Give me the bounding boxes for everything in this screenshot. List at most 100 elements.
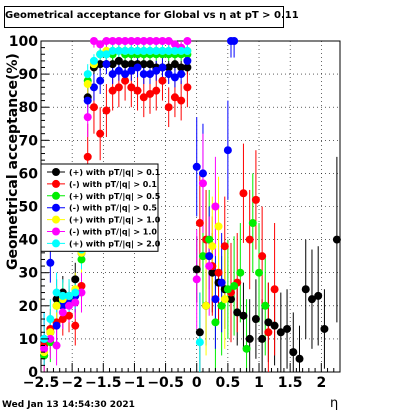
data-point [83, 113, 92, 122]
data-point [195, 328, 204, 337]
data-point [251, 195, 260, 204]
data-point [146, 89, 155, 98]
data-point [217, 301, 226, 310]
data-point [245, 334, 254, 343]
data-point [214, 222, 223, 231]
data-point [127, 46, 136, 55]
data-point [233, 308, 242, 317]
data-point [220, 242, 229, 251]
data-point [158, 46, 167, 55]
data-point [183, 56, 192, 65]
data-point [52, 301, 61, 310]
x-tick-label: 1 [254, 375, 264, 391]
data-point [208, 268, 217, 277]
data-point [211, 295, 220, 304]
data-point [295, 354, 304, 363]
data-point [239, 189, 248, 198]
data-point [121, 76, 130, 85]
data-point [158, 76, 167, 85]
data-point [230, 37, 239, 45]
data-point [71, 288, 80, 297]
data-point [211, 202, 220, 211]
data-point [183, 63, 192, 72]
title-box: Geometrical acceptance for Global vs η a… [4, 6, 299, 28]
data-point [255, 268, 264, 277]
data-point [121, 70, 130, 79]
data-point [264, 328, 273, 337]
data-point [192, 275, 201, 284]
y-tick-label: 60 [19, 166, 39, 182]
data-point [71, 275, 80, 284]
data-point [89, 37, 98, 45]
data-point [205, 235, 214, 244]
data-point [127, 60, 136, 69]
legend-entry: (+) with pT/|q| > 0.1 [69, 168, 161, 177]
legend-marker [52, 168, 60, 176]
data-point [205, 252, 214, 261]
data-point [146, 60, 155, 69]
data-point [258, 334, 267, 343]
data-point [170, 60, 179, 69]
data-point [152, 46, 161, 55]
data-point [205, 262, 214, 271]
data-point [46, 328, 55, 337]
legend-marker [52, 203, 60, 212]
data-point [114, 37, 123, 45]
data-point [77, 281, 86, 290]
data-point [198, 169, 207, 178]
data-point [96, 60, 105, 69]
data-point [183, 37, 192, 45]
data-point [77, 255, 86, 264]
data-point [211, 318, 220, 327]
data-point [46, 334, 55, 343]
data-point [195, 338, 204, 347]
data-point [96, 129, 105, 138]
data-point [133, 37, 142, 45]
data-point [96, 76, 105, 85]
data-point [236, 268, 245, 277]
legend-entry: (-) with pT/|q| > 0.1 [69, 180, 157, 189]
data-point [251, 315, 260, 324]
data-point [65, 301, 74, 310]
y-tick-label: 30 [19, 266, 39, 282]
x-tick-label: −2 [61, 375, 82, 391]
data-point [307, 295, 316, 304]
data-point [121, 46, 130, 55]
chart-title: Geometrical acceptance for Global vs η a… [5, 10, 299, 21]
data-point [202, 301, 211, 310]
data-point [89, 83, 98, 92]
data-point [301, 285, 310, 294]
data-point [133, 86, 142, 95]
data-point [248, 219, 257, 228]
legend-marker [52, 227, 60, 236]
data-point [46, 258, 55, 267]
y-tick-label: 70 [19, 133, 39, 149]
x-tick-label: −0.5 [147, 375, 184, 391]
data-point [114, 83, 123, 92]
legend-marker [52, 215, 60, 224]
data-point [52, 321, 61, 330]
data-point [164, 70, 173, 79]
y-tick-label: 40 [19, 233, 39, 249]
data-point [108, 60, 117, 69]
data-point [65, 311, 74, 320]
data-point [96, 40, 105, 49]
data-point [270, 321, 279, 330]
data-point [276, 328, 285, 337]
x-axis-label: η [330, 396, 339, 411]
data-point [146, 37, 155, 45]
data-point [170, 73, 179, 82]
y-tick-label: 20 [19, 299, 39, 315]
data-point [52, 295, 61, 304]
data-point [177, 70, 186, 79]
data-point [270, 285, 279, 294]
y-tick-label: 80 [19, 100, 39, 116]
data-point [198, 252, 207, 261]
data-point [289, 348, 298, 357]
data-point [58, 315, 67, 324]
data-point [264, 318, 273, 327]
data-point [65, 291, 74, 300]
data-point [108, 86, 117, 95]
data-point [139, 93, 148, 102]
